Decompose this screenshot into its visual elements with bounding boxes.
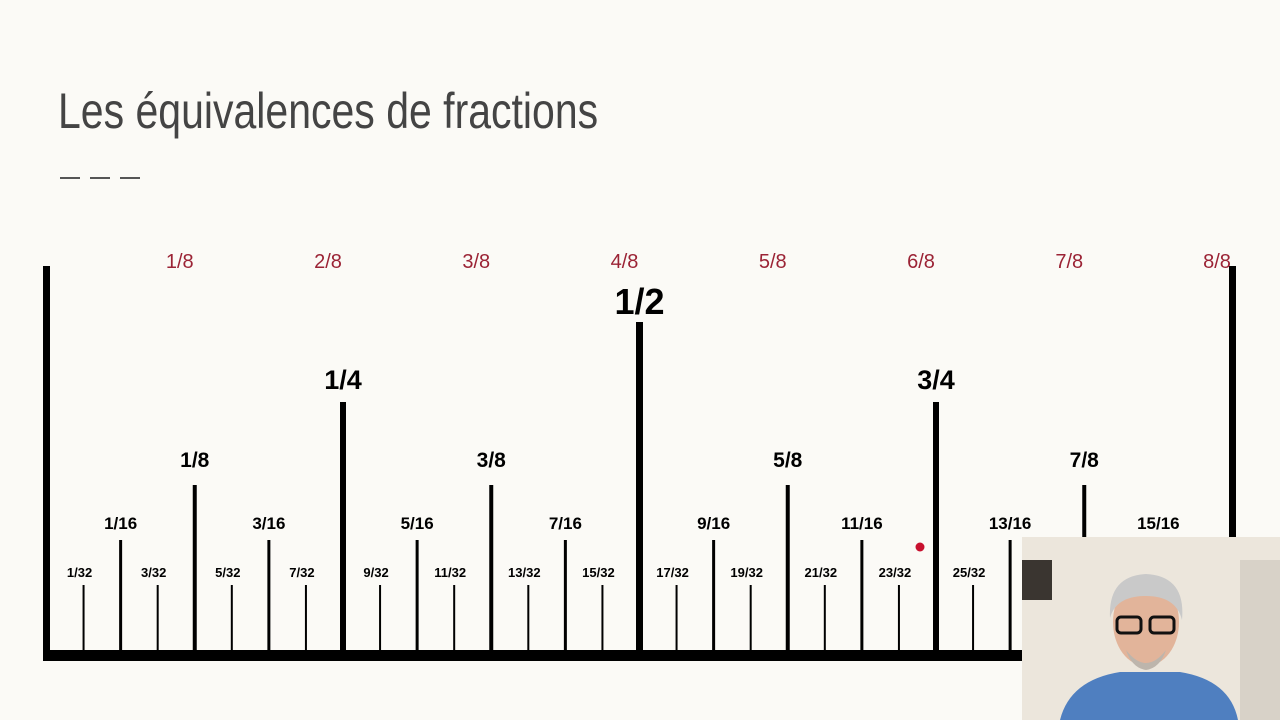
tick-label: 13/16	[989, 514, 1032, 533]
tick-label: 1/4	[324, 365, 362, 395]
ruler-tick	[340, 402, 346, 652]
eighth-label: 4/8	[611, 251, 639, 273]
webcam-shelf	[1022, 560, 1052, 600]
tick-label: 9/32	[363, 565, 388, 580]
tick-label: 19/32	[730, 565, 763, 580]
webcam-face	[1113, 578, 1179, 666]
tick-label: 21/32	[805, 565, 838, 580]
ruler-tick	[192, 485, 197, 652]
tick-label: 7/8	[1070, 449, 1100, 472]
eighth-label: 7/8	[1055, 251, 1083, 273]
webcam-glasses	[1148, 615, 1176, 635]
ruler-end	[43, 266, 50, 658]
ruler-tick	[156, 585, 159, 652]
tick-label: 7/32	[289, 565, 314, 580]
tick-label: 15/16	[1137, 514, 1180, 533]
ruler-tick	[1008, 540, 1012, 652]
ruler-tick	[823, 585, 826, 652]
ruler-tick	[749, 585, 752, 652]
tick-label: 17/32	[656, 565, 689, 580]
tick-label: 13/32	[508, 565, 541, 580]
ruler-tick	[897, 585, 900, 652]
webcam-hair	[1109, 574, 1183, 620]
ruler-tick	[860, 540, 864, 652]
ruler-end	[1229, 266, 1236, 658]
tick-label: 5/8	[773, 449, 803, 472]
ruler-tick	[304, 585, 307, 652]
slide-title: Les équivalences de fractions	[58, 83, 598, 139]
eighth-label: 2/8	[314, 251, 342, 273]
eighth-label: 5/8	[759, 251, 787, 273]
tick-label: 25/32	[953, 565, 986, 580]
webcam-shirt	[1060, 672, 1238, 720]
eighth-label: 3/8	[462, 251, 490, 273]
eighth-label: 6/8	[907, 251, 935, 273]
ruler-tick	[415, 540, 419, 652]
tick-label: 1/2	[614, 281, 664, 322]
webcam-overlay	[1022, 537, 1280, 720]
ruler-tick	[489, 485, 494, 652]
tick-label: 3/4	[917, 365, 955, 395]
tick-label: 5/32	[215, 565, 240, 580]
ruler-tick	[453, 585, 456, 652]
tick-label: 7/16	[549, 514, 582, 533]
ruler-tick	[82, 585, 85, 652]
tick-label: 23/32	[879, 565, 912, 580]
ruler-tick	[636, 322, 643, 652]
ruler-tick	[785, 485, 790, 652]
ruler-tick	[527, 585, 530, 652]
ruler-tick	[379, 585, 382, 652]
tick-label: 1/16	[104, 514, 137, 533]
ruler-tick	[601, 585, 604, 652]
tick-label: 5/16	[401, 514, 434, 533]
ruler-tick	[675, 585, 678, 652]
ruler-tick	[563, 540, 567, 652]
ruler-tick	[230, 585, 233, 652]
webcam-glasses	[1115, 615, 1143, 635]
ruler	[43, 266, 1236, 661]
tick-label: 3/32	[141, 565, 166, 580]
ruler-tick	[119, 540, 123, 652]
ruler-tick	[712, 540, 716, 652]
webcam-wall	[1240, 560, 1280, 720]
tick-label: 11/32	[434, 565, 466, 580]
tick-label: 3/16	[252, 514, 285, 533]
ruler-base	[43, 650, 1236, 661]
eighth-label: 1/8	[166, 251, 194, 273]
tick-label: 15/32	[582, 565, 615, 580]
eighth-label: 8/8	[1203, 251, 1231, 273]
tick-label: 1/8	[180, 449, 210, 472]
tick-label: 11/16	[841, 514, 883, 533]
pointer-dot	[915, 542, 925, 552]
webcam-beard	[1126, 650, 1166, 670]
ruler-tick	[267, 540, 271, 652]
ruler-tick	[933, 402, 939, 652]
ruler-tick	[972, 585, 975, 652]
tick-label: 3/8	[477, 449, 507, 472]
tick-label: 9/16	[697, 514, 730, 533]
tick-label: 1/32	[67, 565, 92, 580]
